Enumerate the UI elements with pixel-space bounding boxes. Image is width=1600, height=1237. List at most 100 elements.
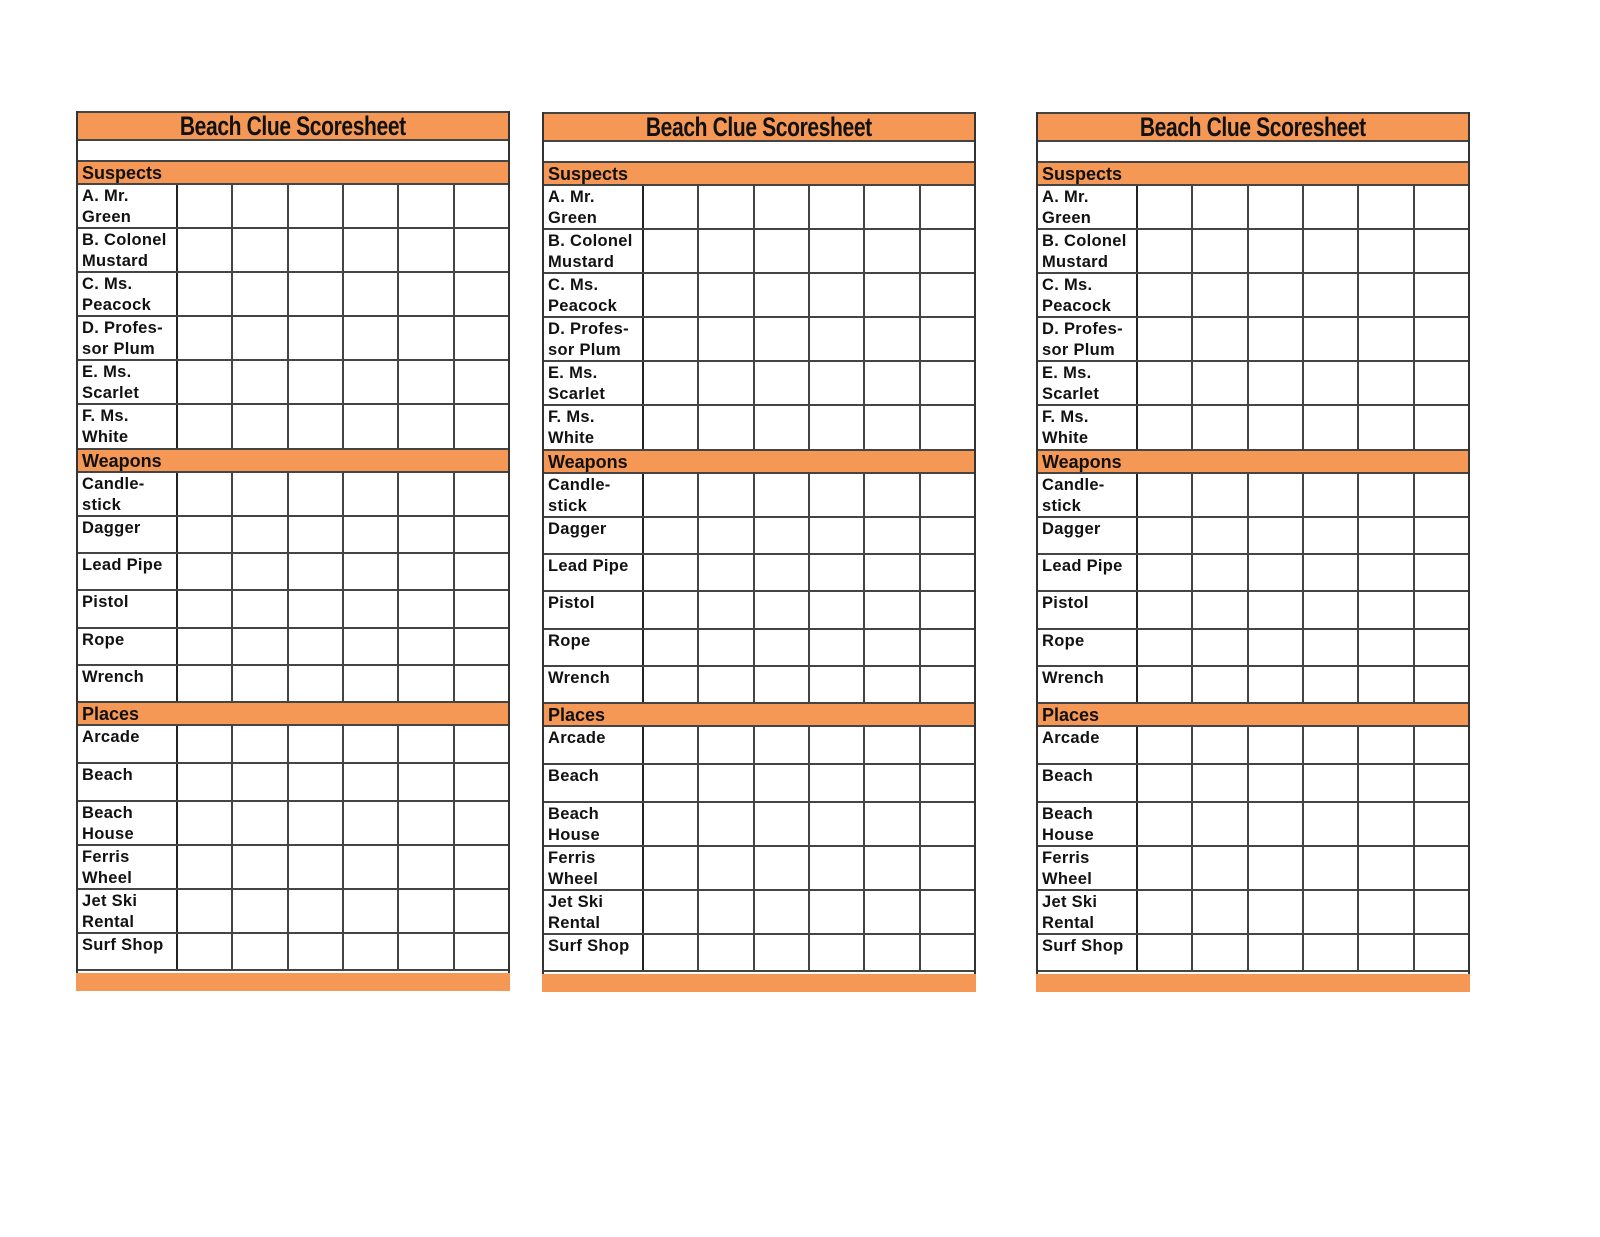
check-cell[interactable] — [810, 274, 866, 316]
check-cell[interactable] — [344, 726, 400, 762]
check-cell[interactable] — [921, 518, 974, 553]
check-cell[interactable] — [289, 229, 344, 271]
check-cell[interactable] — [344, 361, 400, 403]
check-cell[interactable] — [455, 726, 508, 762]
check-cell[interactable] — [1193, 230, 1249, 272]
check-cell[interactable] — [699, 847, 755, 889]
check-cell[interactable] — [1193, 318, 1249, 360]
check-cell[interactable] — [1193, 474, 1249, 516]
check-cell[interactable] — [233, 405, 289, 448]
check-cell[interactable] — [1193, 727, 1249, 763]
check-cell[interactable] — [644, 592, 700, 628]
check-cell[interactable] — [755, 555, 810, 590]
check-cell[interactable] — [233, 273, 289, 315]
check-cell[interactable] — [178, 185, 234, 227]
check-cell[interactable] — [289, 934, 344, 969]
check-cell[interactable] — [399, 934, 455, 969]
check-cell[interactable] — [233, 554, 289, 589]
check-cell[interactable] — [1138, 727, 1194, 763]
check-cell[interactable] — [1138, 765, 1194, 801]
check-cell[interactable] — [233, 726, 289, 762]
check-cell[interactable] — [644, 630, 700, 665]
check-cell[interactable] — [1304, 630, 1360, 665]
check-cell[interactable] — [1304, 274, 1360, 316]
check-cell[interactable] — [644, 186, 700, 228]
check-cell[interactable] — [289, 764, 344, 800]
check-cell[interactable] — [455, 229, 508, 271]
check-cell[interactable] — [1249, 630, 1304, 665]
check-cell[interactable] — [455, 846, 508, 888]
check-cell[interactable] — [399, 802, 455, 844]
check-cell[interactable] — [399, 764, 455, 800]
check-cell[interactable] — [921, 186, 974, 228]
check-cell[interactable] — [1138, 555, 1194, 590]
check-cell[interactable] — [865, 555, 921, 590]
check-cell[interactable] — [344, 317, 400, 359]
check-cell[interactable] — [178, 666, 234, 701]
check-cell[interactable] — [344, 629, 400, 664]
check-cell[interactable] — [1415, 362, 1468, 404]
check-cell[interactable] — [1359, 518, 1415, 553]
check-cell[interactable] — [1249, 891, 1304, 933]
check-cell[interactable] — [1304, 935, 1360, 970]
check-cell[interactable] — [755, 474, 810, 516]
check-cell[interactable] — [1359, 891, 1415, 933]
check-cell[interactable] — [1138, 630, 1194, 665]
check-cell[interactable] — [644, 935, 700, 970]
check-cell[interactable] — [289, 890, 344, 932]
check-cell[interactable] — [289, 629, 344, 664]
check-cell[interactable] — [399, 473, 455, 515]
check-cell[interactable] — [865, 318, 921, 360]
check-cell[interactable] — [1249, 230, 1304, 272]
check-cell[interactable] — [1359, 362, 1415, 404]
check-cell[interactable] — [810, 592, 866, 628]
check-cell[interactable] — [344, 666, 400, 701]
check-cell[interactable] — [1304, 727, 1360, 763]
check-cell[interactable] — [455, 273, 508, 315]
check-cell[interactable] — [289, 361, 344, 403]
check-cell[interactable] — [233, 934, 289, 969]
check-cell[interactable] — [178, 726, 234, 762]
check-cell[interactable] — [755, 727, 810, 763]
check-cell[interactable] — [865, 935, 921, 970]
check-cell[interactable] — [178, 361, 234, 403]
check-cell[interactable] — [1304, 230, 1360, 272]
check-cell[interactable] — [921, 230, 974, 272]
check-cell[interactable] — [1138, 230, 1194, 272]
check-cell[interactable] — [699, 406, 755, 449]
check-cell[interactable] — [399, 726, 455, 762]
check-cell[interactable] — [1304, 592, 1360, 628]
check-cell[interactable] — [755, 406, 810, 449]
check-cell[interactable] — [233, 666, 289, 701]
check-cell[interactable] — [1249, 727, 1304, 763]
check-cell[interactable] — [644, 518, 700, 553]
check-cell[interactable] — [644, 474, 700, 516]
check-cell[interactable] — [455, 317, 508, 359]
check-cell[interactable] — [699, 630, 755, 665]
check-cell[interactable] — [644, 727, 700, 763]
check-cell[interactable] — [233, 517, 289, 552]
check-cell[interactable] — [455, 517, 508, 552]
check-cell[interactable] — [1193, 847, 1249, 889]
check-cell[interactable] — [810, 847, 866, 889]
check-cell[interactable] — [178, 517, 234, 552]
check-cell[interactable] — [865, 230, 921, 272]
check-cell[interactable] — [178, 554, 234, 589]
check-cell[interactable] — [1359, 230, 1415, 272]
check-cell[interactable] — [1193, 935, 1249, 970]
check-cell[interactable] — [178, 890, 234, 932]
check-cell[interactable] — [1304, 803, 1360, 845]
check-cell[interactable] — [1304, 555, 1360, 590]
check-cell[interactable] — [644, 765, 700, 801]
check-cell[interactable] — [921, 318, 974, 360]
check-cell[interactable] — [1138, 803, 1194, 845]
check-cell[interactable] — [289, 517, 344, 552]
check-cell[interactable] — [810, 935, 866, 970]
check-cell[interactable] — [233, 473, 289, 515]
check-cell[interactable] — [233, 846, 289, 888]
check-cell[interactable] — [178, 934, 234, 969]
check-cell[interactable] — [399, 361, 455, 403]
check-cell[interactable] — [810, 891, 866, 933]
check-cell[interactable] — [699, 803, 755, 845]
check-cell[interactable] — [1415, 592, 1468, 628]
